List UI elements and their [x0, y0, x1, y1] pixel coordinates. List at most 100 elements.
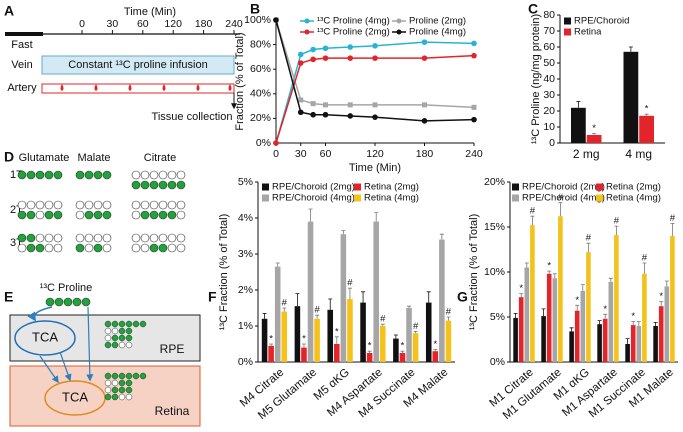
error-bar [614, 225, 619, 236]
carbon [158, 200, 168, 210]
point [471, 104, 477, 110]
point [421, 118, 428, 124]
artery-label: Artery [7, 82, 37, 94]
significance-marker: # [642, 253, 648, 264]
error-bar [664, 280, 669, 287]
carbon [149, 180, 159, 190]
bar [334, 344, 340, 362]
error-bar [631, 321, 636, 326]
carbon [139, 372, 147, 380]
metabolite-label: Glutamate [19, 152, 70, 164]
error-bar [628, 46, 633, 52]
carbon [158, 210, 168, 220]
significance-marker: * [645, 104, 649, 115]
error-bar [597, 320, 602, 325]
legend-label: Retina (4mg) [364, 193, 419, 204]
point [372, 114, 378, 120]
carbon [131, 170, 141, 180]
significance-marker: * [631, 311, 635, 322]
carbon [140, 243, 150, 253]
x-tick-label: M4 Succinate [357, 366, 418, 420]
legend-marker [304, 18, 310, 24]
y-tick-label: 100% [244, 14, 271, 26]
significance-marker: # [586, 233, 592, 244]
bar [373, 221, 379, 362]
bar [597, 324, 602, 362]
carbon [104, 327, 112, 335]
carbon [149, 170, 159, 180]
y-tick-label: 10 [543, 121, 555, 133]
legend-marker [396, 29, 402, 35]
legend-label: Retina (2mg) [364, 182, 419, 193]
carbon [75, 200, 85, 210]
carbon [125, 341, 133, 349]
timeline-tick-label: 240 [225, 18, 243, 30]
carbon [140, 233, 150, 243]
carbon [44, 243, 54, 253]
bar [558, 216, 563, 362]
bar [569, 331, 574, 362]
bar [639, 115, 654, 143]
carbon [149, 233, 159, 243]
carbon [111, 379, 119, 387]
error-bar [603, 313, 608, 319]
legend-swatch [512, 194, 519, 202]
y-tick-label: 50 [543, 57, 555, 69]
bar [393, 338, 399, 362]
error-bar [275, 262, 280, 267]
bar [281, 311, 288, 362]
bar [664, 286, 670, 362]
bar [574, 310, 580, 362]
carbon [125, 320, 133, 328]
significance-marker: # [670, 213, 676, 224]
x-tick-label: 240 [465, 148, 483, 160]
error-bar [262, 313, 267, 319]
bar [439, 239, 445, 362]
error-bar [519, 293, 524, 298]
carbon [17, 200, 27, 210]
point [421, 55, 428, 61]
point [471, 40, 477, 47]
carbon [111, 372, 119, 380]
y-axis-label: ¹³C Fraction (% of Total) [468, 214, 480, 331]
compartment-label: Retina [155, 404, 190, 418]
error-bar [334, 336, 339, 344]
carbon [93, 200, 103, 210]
significance-marker: * [433, 339, 437, 350]
carbon [35, 233, 45, 243]
carbon [84, 210, 94, 220]
significance-marker: # [530, 206, 536, 217]
tca-rpe [14, 320, 76, 356]
carbon [167, 243, 177, 253]
error-bar [433, 349, 438, 352]
error-bar [341, 230, 346, 235]
point [347, 55, 354, 61]
significance-marker: # [614, 216, 620, 227]
flux-arrow [86, 306, 94, 382]
error-bar [642, 262, 647, 274]
carbon [17, 170, 27, 180]
x-tick-label: 2 mg [573, 147, 600, 161]
carbon [132, 372, 140, 380]
error-bar [446, 316, 451, 321]
collection-label: Tissue collection [152, 111, 233, 123]
point [298, 97, 304, 103]
carbon [104, 320, 112, 328]
carbon [44, 210, 54, 220]
tracer-carbon [45, 297, 55, 307]
carbon [125, 372, 133, 380]
error-bar [308, 208, 313, 222]
carbon [44, 233, 54, 243]
x-tick-label: 0 [273, 148, 279, 160]
y-tick-label: 20% [250, 112, 271, 124]
carbon [26, 233, 36, 243]
carbon [125, 327, 133, 335]
carbon [53, 233, 63, 243]
point [322, 111, 329, 118]
carbon [26, 243, 36, 253]
error-bar [659, 301, 664, 307]
error-bar [315, 314, 320, 319]
bar [301, 347, 307, 362]
